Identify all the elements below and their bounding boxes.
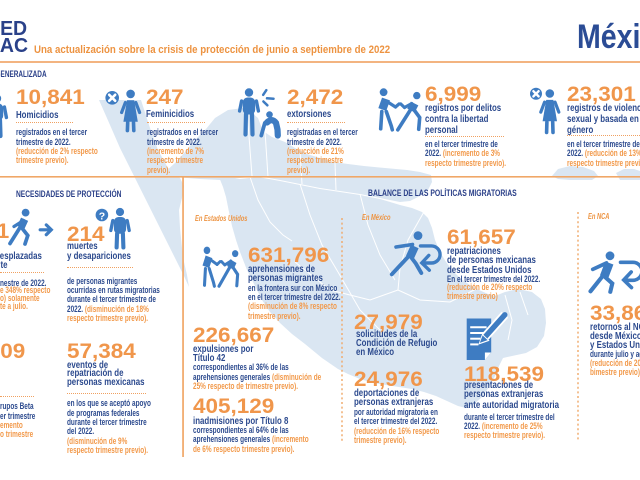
svg-text:?: ? xyxy=(99,210,105,222)
